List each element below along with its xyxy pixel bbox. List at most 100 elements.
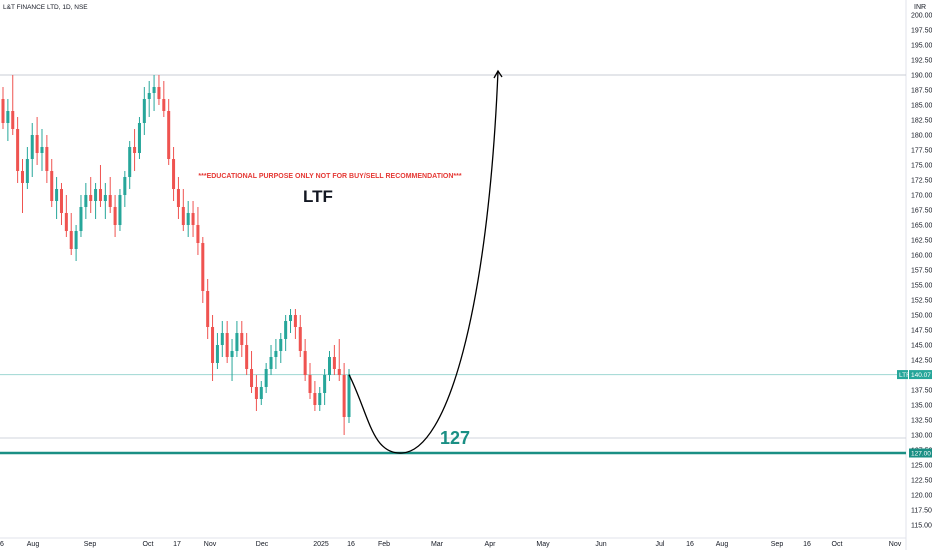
candle-body [323, 375, 327, 393]
time-tick-label: Oct [143, 541, 154, 548]
candle-body [79, 207, 83, 231]
candle-body [113, 207, 117, 225]
candle-body [50, 171, 54, 201]
price-tick-label: 200.00 [911, 13, 932, 20]
candle-body [196, 225, 200, 243]
current-price-ticker-text: LTF [899, 372, 910, 379]
candle-body [118, 195, 122, 225]
candle-body [235, 333, 239, 351]
price-tick-label: 175.00 [911, 163, 932, 170]
time-tick-label: Jul [656, 541, 665, 548]
candle-body [108, 195, 112, 207]
support-price-tag [909, 448, 932, 458]
price-tick-label: 132.50 [911, 418, 932, 425]
price-tick-label: 157.50 [911, 268, 932, 275]
candle-body [137, 123, 141, 153]
candle-body [206, 291, 210, 327]
arrow-head-icon[interactable] [493, 69, 503, 79]
price-tick-label: 120.00 [911, 493, 932, 500]
candle-body [332, 357, 336, 369]
projection-group[interactable] [348, 69, 503, 454]
time-tick-label: 16 [803, 541, 811, 548]
candles [1, 75, 351, 435]
price-tick-label: 162.50 [911, 238, 932, 245]
price-tick-label: 160.00 [911, 253, 932, 260]
support-price-value: 127.00 [911, 450, 931, 457]
candle-body [250, 369, 254, 387]
candle-body [89, 195, 93, 201]
price-tags: LTF 140.07 127.00 [897, 370, 932, 458]
candle-body [279, 339, 283, 351]
candle-body [191, 213, 195, 225]
candle-body [84, 195, 88, 207]
candle-body [55, 189, 59, 201]
price-tick-label: 185.00 [911, 103, 932, 110]
candle-body [45, 147, 49, 171]
price-tick-label: 152.50 [911, 298, 932, 305]
price-tick-label: 117.50 [911, 508, 932, 515]
candle-body [176, 189, 180, 207]
candle-body [293, 315, 297, 327]
current-price-ticker-tag [897, 370, 908, 380]
candle-body [308, 375, 312, 393]
time-tick-label: 6 [0, 541, 4, 548]
candle-body [259, 387, 263, 399]
candle-body [11, 111, 15, 129]
current-price-tag [909, 370, 932, 380]
candle-body [98, 189, 102, 201]
price-tick-label: 187.50 [911, 88, 932, 95]
price-tick-label: 130.00 [911, 433, 932, 440]
candle-body [16, 129, 20, 171]
price-tick-label: 147.50 [911, 328, 932, 335]
candle-body [211, 327, 215, 363]
candle-body [269, 357, 273, 369]
candle-body [59, 189, 63, 213]
time-tick-label: Sep [84, 541, 97, 548]
price-tick-label: 180.00 [911, 133, 932, 140]
price-tick-label: 170.00 [911, 193, 932, 200]
time-tick-label: Dec [256, 541, 269, 548]
price-tick-label: 177.50 [911, 148, 932, 155]
candle-body [1, 99, 5, 123]
candle-body [186, 213, 190, 225]
price-tick-label: 192.50 [911, 58, 932, 65]
time-tick-label: Apr [485, 541, 497, 548]
candle-body [289, 315, 293, 321]
price-tick-label: 155.00 [911, 283, 932, 290]
projection-curve[interactable] [348, 70, 499, 454]
price-tick-label: 115.00 [911, 523, 932, 530]
price-tick-label: 195.00 [911, 43, 932, 50]
candle-body [157, 87, 161, 99]
candle-body [30, 135, 34, 159]
candle-body [274, 351, 278, 357]
time-tick-label: 17 [173, 541, 181, 548]
price-tick-label: 182.50 [911, 118, 932, 125]
candle-body [123, 177, 127, 195]
candle-body [220, 333, 224, 345]
candle-body [69, 231, 73, 249]
price-tick-label: 167.50 [911, 208, 932, 215]
candle-body [40, 147, 44, 153]
ticker-label: LTF [303, 187, 333, 206]
candle-body [25, 159, 29, 183]
price-tick-label: 125.00 [911, 463, 932, 470]
candle-body [347, 375, 351, 417]
candle-body [215, 345, 219, 363]
time-tick-label: 16 [347, 541, 355, 548]
candle-body [181, 207, 185, 225]
candle-body [313, 393, 317, 405]
time-tick-label: Aug [716, 541, 729, 548]
candle-body [162, 99, 166, 111]
candle-body [303, 351, 307, 375]
candle-body [128, 147, 132, 177]
candle-body [74, 231, 78, 249]
price-tick-label: 150.00 [911, 313, 932, 320]
candle-body [342, 375, 346, 417]
candle-body [35, 135, 39, 153]
candle-body [103, 195, 107, 201]
candle-body [20, 171, 25, 183]
time-axis-ticks[interactable]: 6 Aug Sep Oct 17 Nov Dec 2025 16 Feb Mar Apr May Jun J… [0, 541, 902, 548]
price-tick-label: 165.00 [911, 223, 932, 230]
time-tick-label: May [536, 541, 550, 548]
